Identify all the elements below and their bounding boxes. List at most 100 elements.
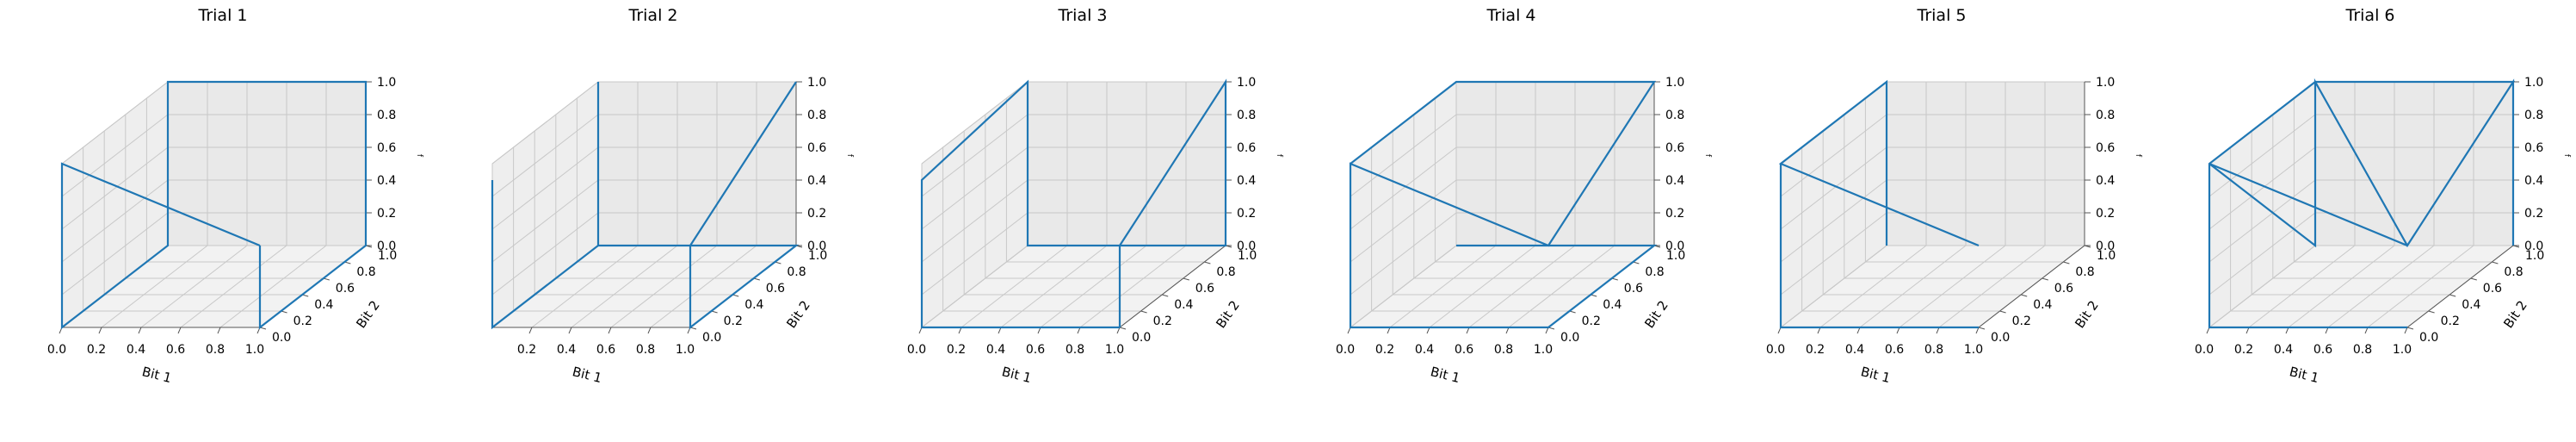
y-tick-label: 0.0 (272, 331, 291, 345)
y-tick-label: 0.6 (2054, 282, 2073, 296)
x-axis-label: Bit 1 (1429, 364, 1461, 386)
back-pane (1027, 81, 1226, 246)
chart-panel-4: 0.0 0.2 0.4 0.6 0.8 1.0 0.0 0.2 0.4 0.6 0.8 1.0 0.0 0… (1288, 0, 1717, 442)
z-tick-label: 0.2 (807, 207, 826, 221)
x-tick-label: 0.4 (127, 343, 145, 357)
y-tick-label: 0.8 (356, 265, 375, 279)
x-tick-label: 1.0 (1964, 343, 1983, 357)
y-tick-label: 1.0 (2097, 249, 2116, 263)
y-tick-label: 0.4 (2462, 298, 2480, 312)
z-tick-label: 0.2 (2524, 207, 2543, 221)
y-tick-label: 0.4 (1603, 298, 1622, 312)
x-tick-label: 0.8 (2353, 343, 2372, 357)
y-tick-label: 0.2 (2012, 314, 2031, 328)
z-axis-label: f (845, 154, 854, 158)
z-tick-label: 0.0 (1237, 240, 1256, 253)
x-tick-label: 0.4 (1845, 343, 1864, 357)
chart-svg: 0.0 0.2 0.4 0.6 0.8 1.00.00.20.40.60.81.00.00… (47, 6, 423, 386)
z-tick-label: 0.2 (2096, 207, 2115, 221)
z-tick-label: 0.0 (807, 240, 826, 253)
y-tick-label: 0.2 (724, 314, 743, 328)
series-line (491, 81, 800, 330)
z-axis-label: f (2134, 154, 2142, 158)
x-tick-label: 0.8 (206, 343, 225, 357)
series-line (1778, 79, 1980, 329)
back-pane (1886, 81, 2085, 246)
series-line (60, 80, 368, 330)
chart-svg: 0.0 0.2 0.4 0.6 0.8 1.00.00.20.40.60.81.00.00… (1336, 6, 1712, 386)
z-tick-label: 0.8 (1665, 109, 1684, 122)
y-tick-label: 0.2 (2441, 314, 2460, 328)
chart-panel-3: 0.0 0.2 0.4 0.6 0.8 1.0 0.0 0.2 0.4 0.6 0.8 1.0 0.0 0… (860, 0, 1288, 442)
y-axis-label: Bit 2 (783, 298, 813, 332)
y-tick-label: 0.4 (314, 298, 333, 312)
x-tick-label: 0.6 (166, 343, 185, 357)
chart-title: Trial 4 (1486, 6, 1536, 25)
x-axis-label: Bit 1 (2288, 364, 2320, 386)
y-tick-label: 0.2 (1582, 314, 1601, 328)
z-tick-label: 0.8 (1237, 109, 1256, 122)
y-tick-label: 1.0 (2525, 249, 2544, 263)
series-line (920, 78, 1227, 329)
z-tick-label: 0.6 (2524, 141, 2543, 155)
x-tick-label: 1.0 (245, 343, 264, 357)
z-axis-label: f (415, 154, 423, 158)
y-tick-label: 0.6 (2483, 282, 2502, 296)
z-tick-label: 0.8 (807, 109, 826, 122)
z-axis-label: f (1275, 154, 1283, 158)
z-tick-label: 0.8 (2096, 109, 2115, 122)
chart-title: Trial 6 (2345, 6, 2395, 25)
x-tick-label: 0.0 (47, 343, 66, 357)
y-axis-label: Bit 2 (2500, 298, 2530, 332)
chart-svg: 0.2 0.4 0.6 0.8 1.00.00.20.40.60.81.00.00.20… (491, 6, 854, 386)
y-tick-label: 0.0 (1991, 331, 2010, 345)
z-axis-label: f (1703, 154, 1712, 158)
y-axis-label: Bit 2 (2072, 298, 2102, 332)
z-tick-label: 0.2 (1665, 207, 1684, 221)
x-tick-label: 0.0 (2195, 343, 2214, 357)
x-tick-label: 1.0 (1105, 343, 1124, 357)
z-tick-label: 0.8 (2524, 109, 2543, 122)
y-tick-label: 0.2 (1153, 314, 1172, 328)
x-tick-label: 0.0 (1336, 343, 1355, 357)
z-tick-label: 0.6 (2096, 141, 2115, 155)
x-tick-label: 0.6 (1455, 343, 1473, 357)
z-tick-label: 0.0 (1665, 240, 1684, 253)
y-tick-label: 0.4 (2033, 298, 2052, 312)
y-tick-label: 0.8 (2075, 265, 2094, 279)
z-tick-label: 0.0 (2524, 240, 2543, 253)
y-tick-label: 0.4 (744, 298, 763, 312)
z-tick-label: 0.6 (1665, 141, 1684, 155)
chart-svg: 0.0 0.2 0.4 0.6 0.8 1.00.00.20.40.60.81.00.00… (1766, 6, 2142, 386)
x-axis-label: Bit 1 (1000, 364, 1033, 386)
x-tick-label: 0.6 (1026, 343, 1045, 357)
z-tick-label: 1.0 (2096, 76, 2115, 90)
z-tick-label: 0.2 (377, 207, 396, 221)
y-tick-label: 1.0 (1238, 249, 1257, 263)
z-tick-label: 0.6 (807, 141, 826, 155)
z-tick-label: 1.0 (377, 76, 396, 90)
chart-panel-6: 0.0 0.2 0.4 0.6 0.8 1.0 0.0 0.2 0.4 0.6 0.8 1.0 0.0 0… (2147, 0, 2576, 442)
x-axis-label: Bit 1 (1859, 364, 1892, 386)
y-axis-label: Bit 2 (1213, 298, 1243, 332)
z-tick-label: 0.6 (1237, 141, 1256, 155)
z-tick-label: 0.4 (1665, 174, 1684, 188)
back-pane (2314, 81, 2514, 246)
x-tick-label: 0.6 (596, 343, 615, 357)
chart-svg: 0.0 0.2 0.4 0.6 0.8 1.00.00.20.40.60.81.00.00… (2195, 6, 2571, 386)
y-tick-label: 0.0 (702, 331, 721, 345)
x-tick-label: 0.2 (517, 343, 536, 357)
y-tick-label: 0.6 (1195, 282, 1214, 296)
x-axis-label: Bit 1 (140, 364, 173, 386)
z-tick-label: 0.4 (2096, 174, 2115, 188)
x-tick-label: 0.8 (1924, 343, 1943, 357)
y-tick-label: 0.0 (1132, 331, 1151, 345)
z-tick-label: 1.0 (2524, 76, 2543, 90)
x-tick-label: 0.6 (2313, 343, 2332, 357)
x-tick-label: 0.4 (986, 343, 1005, 357)
series-line (2208, 78, 2516, 329)
z-tick-label: 0.0 (377, 240, 396, 253)
x-tick-label: 0.2 (2234, 343, 2253, 357)
z-tick-label: 0.6 (377, 141, 396, 155)
